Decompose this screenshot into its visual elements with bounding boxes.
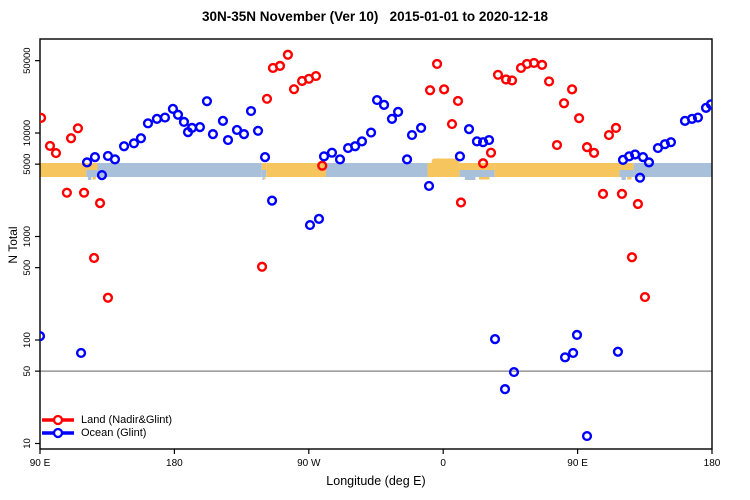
legend: Land (Nadir&Glint) Ocean (Glint) <box>41 413 172 439</box>
svg-text:180: 180 <box>166 458 183 469</box>
x-axis-title: Longitude (deg E) <box>326 474 426 488</box>
legend-item-ocean: Ocean (Glint) <box>41 426 172 439</box>
land-series-symbol-icon <box>42 414 74 425</box>
legend-item-land: Land (Nadir&Glint) <box>41 413 172 426</box>
svg-text:50: 50 <box>22 366 33 377</box>
svg-text:1000: 1000 <box>22 226 33 247</box>
svg-text:10000: 10000 <box>22 120 33 146</box>
svg-text:90 E: 90 E <box>567 458 588 469</box>
y-axis-title: N Total <box>6 226 20 264</box>
svg-text:10: 10 <box>22 438 33 449</box>
legend-label-ocean: Ocean (Glint) <box>81 426 147 439</box>
svg-text:0: 0 <box>440 458 446 469</box>
svg-text:500: 500 <box>22 260 33 276</box>
svg-text:100: 100 <box>22 332 33 348</box>
ocean-series-symbol-icon <box>42 427 74 438</box>
svg-text:180: 180 <box>704 458 721 469</box>
svg-text:5000: 5000 <box>22 154 33 175</box>
svg-text:90 W: 90 W <box>297 458 321 469</box>
legend-label-land: Land (Nadir&Glint) <box>81 413 173 426</box>
svg-text:90 E: 90 E <box>30 458 51 469</box>
svg-text:50000: 50000 <box>22 47 33 73</box>
chart-title: 30N-35N November (Ver 10) 2015-01-01 to … <box>202 9 548 24</box>
